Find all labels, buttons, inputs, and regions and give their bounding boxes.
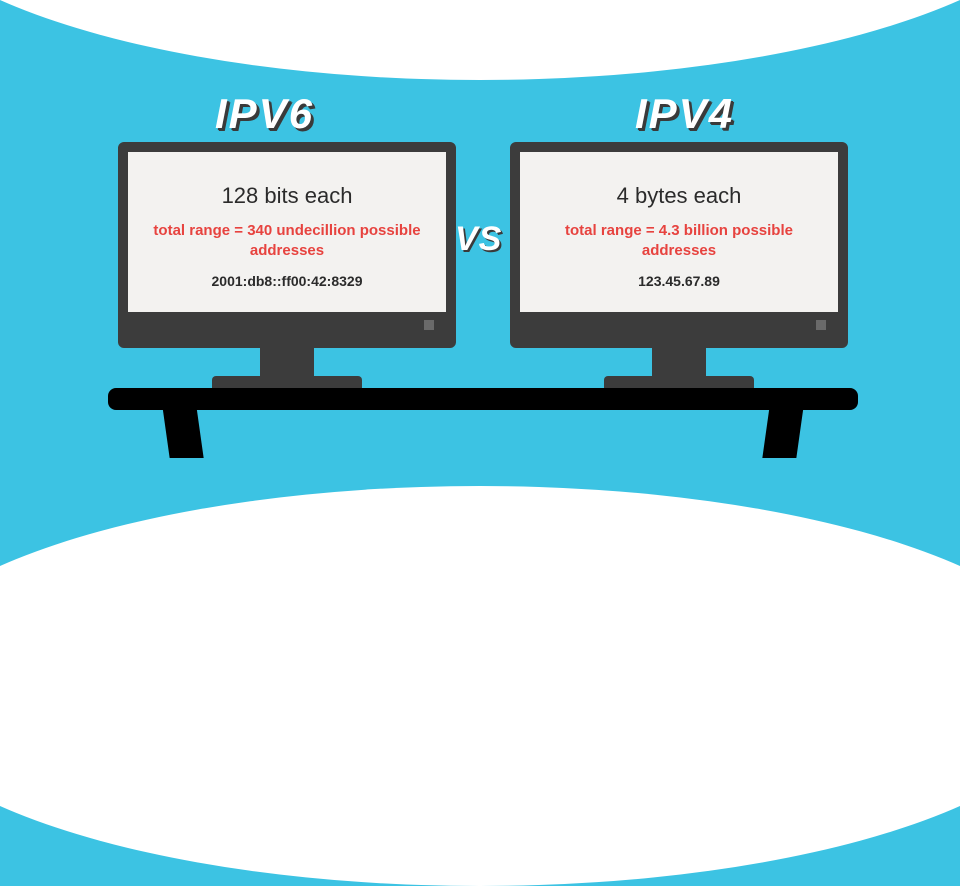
- ipv4-example-address: 123.45.67.89: [532, 273, 826, 289]
- vs-label: VS: [455, 220, 502, 259]
- ipv6-bits-line: 128 bits each: [140, 183, 434, 209]
- infographic-stage: IPV6 IPV4 VS 128 bits each total range =…: [0, 90, 960, 490]
- monitor-chin: [128, 312, 446, 338]
- monitor-screen: 128 bits each total range = 340 undecill…: [128, 152, 446, 312]
- monitor-base: [212, 376, 362, 388]
- monitor-ipv4: 4 bytes each total range = 4.3 billion p…: [510, 142, 848, 388]
- power-indicator-icon: [424, 320, 434, 330]
- monitor-bezel: 128 bits each total range = 340 undecill…: [118, 142, 456, 348]
- power-indicator-icon: [816, 320, 826, 330]
- ipv4-range-line: total range = 4.3 billion possible addre…: [532, 221, 826, 262]
- monitor-ipv6: 128 bits each total range = 340 undecill…: [118, 142, 456, 388]
- monitor-neck: [652, 348, 706, 376]
- ipv4-bytes-line: 4 bytes each: [532, 183, 826, 209]
- monitor-chin: [520, 312, 838, 338]
- monitor-neck: [260, 348, 314, 376]
- monitor-screen: 4 bytes each total range = 4.3 billion p…: [520, 152, 838, 312]
- desk-surface: [108, 388, 858, 410]
- ipv6-example-address: 2001:db8::ff00:42:8329: [140, 273, 434, 289]
- monitor-bezel: 4 bytes each total range = 4.3 billion p…: [510, 142, 848, 348]
- title-ipv6: IPV6: [215, 90, 314, 138]
- monitor-base: [604, 376, 754, 388]
- bottom-arc: [0, 486, 960, 886]
- top-arc: [0, 0, 960, 80]
- title-ipv4: IPV4: [635, 90, 734, 138]
- ipv6-range-line: total range = 340 undecillion possible a…: [140, 221, 434, 262]
